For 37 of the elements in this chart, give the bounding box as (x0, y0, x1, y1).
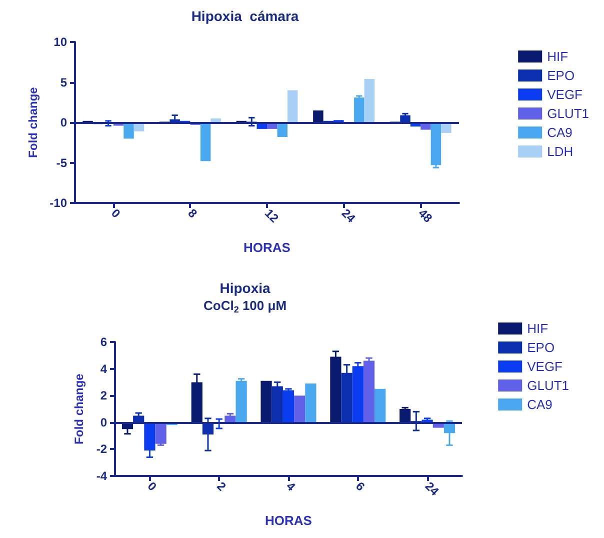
legend-label: VEGF (547, 87, 583, 102)
chart-title: Hipoxia (220, 280, 270, 296)
y-tick-label: -5 (56, 156, 68, 170)
legend-label: HIF (527, 321, 548, 336)
x-tick-label: 24 (338, 206, 358, 226)
y-tick-label: -2 (96, 442, 108, 456)
chart-title: Hipoxia cámara (191, 8, 299, 24)
y-tick-label: -4 (96, 469, 108, 483)
y-tick-label: 6 (100, 335, 108, 349)
y-tick-label: -10 (50, 196, 68, 210)
y-tick-label: 2 (100, 388, 108, 403)
legend-label: EPO (547, 68, 575, 83)
legend-label: CA9 (547, 125, 572, 140)
legend-label: EPO (527, 340, 555, 355)
x-tick-label: 48 (416, 206, 436, 226)
y-tick-label: 5 (60, 75, 68, 90)
y-tick-label: 0 (60, 116, 68, 130)
x-tick-label: 24 (422, 479, 442, 499)
x-tick-label: 8 (185, 206, 200, 221)
x-tick-label: 2 (214, 479, 229, 494)
y-tick-label: 10 (54, 35, 68, 49)
x-tick-label: 6 (352, 479, 368, 494)
y-tick-label: 4 (100, 362, 108, 376)
x-axis-title: HORAS (244, 240, 291, 255)
x-tick-label: 12 (262, 206, 282, 226)
legend-label: LDH (547, 144, 574, 159)
legend-label: VEGF (527, 359, 563, 374)
x-tick-label: 4 (284, 479, 298, 494)
y-axis-title: Fold change (72, 373, 86, 444)
legend-label: HIF (547, 49, 568, 64)
x-tick-label: 0 (144, 479, 160, 494)
x-axis-title: HORAS (265, 513, 312, 528)
legend-label: CA9 (527, 397, 552, 412)
y-tick-label: 0 (100, 415, 108, 430)
y-axis-title: Fold change (26, 86, 40, 158)
legend-label: GLUT1 (527, 378, 570, 393)
legend-label: GLUT1 (547, 106, 590, 121)
